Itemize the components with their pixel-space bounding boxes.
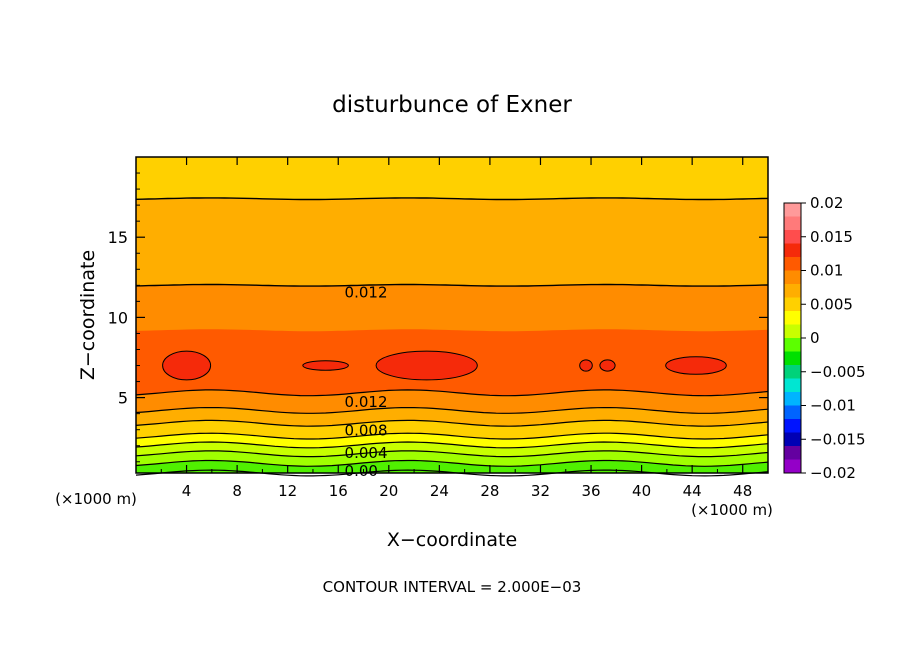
x-tick-label: 28 <box>480 482 499 500</box>
x-axis-label: X−coordinate <box>387 529 517 551</box>
colorbar-tick-label: 0.01 <box>810 262 843 280</box>
contour-line-lower-5 <box>135 419 769 427</box>
colorbar-tick-label: 0.005 <box>810 295 853 313</box>
colorbar-ticks: 0.02 0.015 0.01 0.005 0 −0.005 −0.01 −0.015 −0.0… <box>801 194 866 482</box>
contour-label: 0.012 <box>345 393 388 411</box>
colorbar-swatch <box>784 243 801 258</box>
colorbar-swatch <box>784 216 801 231</box>
x-axis-unit-left: (×1000 m) <box>55 490 137 508</box>
high-value-cell <box>579 359 593 372</box>
colorbar-swatch <box>784 284 801 298</box>
contour-label: 0.012 <box>345 284 388 302</box>
x-tick-label: 48 <box>733 482 752 500</box>
colorbar-swatch <box>784 230 801 244</box>
x-tick-label: 44 <box>683 482 702 500</box>
y-tick-label: 5 <box>118 389 128 408</box>
x-tick-label: 32 <box>531 482 550 500</box>
chart-title: disturbunce of Exner <box>332 92 572 118</box>
contour-line-lower-1 <box>135 459 769 467</box>
contour-bands <box>136 157 768 473</box>
high-value-cell <box>162 350 212 381</box>
contour-label: 0.004 <box>345 444 388 462</box>
high-value-cell <box>302 360 349 371</box>
high-value-cell <box>665 356 727 375</box>
contour-interval-note: CONTOUR INTERVAL = 2.000E−03 <box>323 578 582 596</box>
colorbar-swatch <box>784 324 801 339</box>
contour-label: 0.00 <box>345 462 378 480</box>
x-tick-label: 24 <box>430 482 449 500</box>
y-axis-ticks: 5 10 15 <box>108 172 768 463</box>
colorbar-swatch <box>784 338 801 352</box>
x-tick-label: 40 <box>632 482 651 500</box>
x-axis-ticks: 4 8 12 16 20 24 28 32 36 40 44 48 <box>160 157 752 500</box>
colorbar-swatch <box>784 378 801 393</box>
contour-line-upper-1 <box>135 197 769 201</box>
high-value-cells <box>162 350 727 381</box>
contour-line-lower-4 <box>135 432 769 440</box>
high-value-cell <box>375 350 478 381</box>
colorbar-tick-label: −0.005 <box>810 363 866 381</box>
colorbar-tick-label: −0.02 <box>810 464 856 482</box>
x-tick-label: 12 <box>278 482 297 500</box>
colorbar-swatch <box>784 365 801 379</box>
colorbar-tick-label: 0.015 <box>810 228 853 246</box>
contour-line-lower-7 <box>135 389 769 397</box>
colorbar-tick-label: −0.01 <box>810 397 856 415</box>
colorbar-swatch <box>784 446 801 460</box>
x-tick-label: 4 <box>182 482 192 500</box>
colorbar-swatch <box>784 405 801 420</box>
colorbar-tick-label: 0 <box>810 329 820 347</box>
colorbar-swatch <box>784 432 801 447</box>
x-tick-label: 36 <box>581 482 600 500</box>
x-tick-label: 16 <box>329 482 348 500</box>
colorbar-swatch <box>784 257 801 271</box>
contour-line-upper-0 <box>135 283 769 287</box>
colorbar-swatch <box>784 392 801 406</box>
x-axis-unit-right: (×1000 m) <box>691 501 773 519</box>
high-value-cell <box>599 359 616 372</box>
band-top-0-008 <box>136 157 768 200</box>
colorbar-swatch <box>784 270 801 285</box>
y-tick-label: 10 <box>108 308 128 327</box>
plot-frame <box>135 156 769 474</box>
contour-label: 0.008 <box>345 422 388 440</box>
y-axis-label: Z−coordinate <box>77 250 99 380</box>
colorbar <box>783 202 802 474</box>
contour-line-lower-2 <box>135 450 769 458</box>
x-tick-label: 8 <box>232 482 242 500</box>
contour-line-lower-6 <box>135 407 769 414</box>
y-tick-label: 15 <box>108 228 128 247</box>
colorbar-tick-label: 0.02 <box>810 194 843 212</box>
colorbar-swatch <box>784 351 801 366</box>
colorbar-swatch <box>784 419 801 433</box>
contour-line-lower-3 <box>135 441 769 449</box>
colorbar-swatch <box>784 203 801 217</box>
colorbar-swatch <box>784 311 801 325</box>
colorbar-swatch <box>784 459 801 474</box>
colorbar-tick-label: −0.015 <box>810 430 866 448</box>
x-tick-label: 20 <box>379 482 398 500</box>
colorbar-swatch <box>784 297 801 312</box>
